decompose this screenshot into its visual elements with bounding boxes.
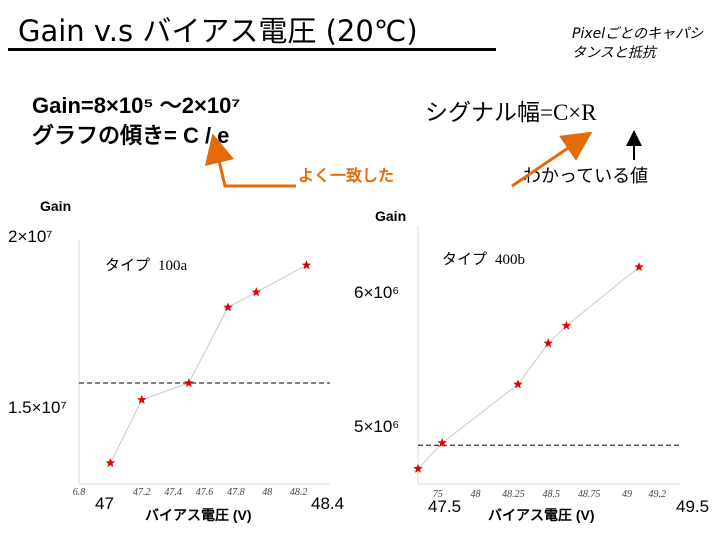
chart-400b-title-prefix: タイプ (442, 250, 487, 268)
pixel-capacitance-note: Pixelごとのキャパシタンスと抵抗 (572, 26, 703, 61)
chart-400b-xtick-label: 75 (433, 489, 443, 500)
chart-100a-xtick-label: 47.2 (133, 487, 151, 498)
known-value-text: わかっている値 (523, 166, 649, 187)
signal-width-formula: シグナル幅=C×R (425, 93, 597, 127)
chart-400b-title: タイプ 400b (442, 250, 525, 268)
chart-100a-xtick-label: 47.4 (164, 487, 182, 498)
chart-400b-ytick-ref: 5×10⁶ (354, 417, 399, 436)
chart-100a: 6.8 47.2 47.4 47.6 47.8 48 48.2 Gain 2×10⁷ 1.5… (8, 198, 344, 523)
chart-100a-xtick-label: 48.2 (290, 487, 308, 498)
chart-400b: 75 48 48.25 48.5 48.75 49 49.2 Gain 6×10⁶ 5×10… (354, 208, 709, 523)
slope-text: グラフの傾き= C / e (32, 123, 230, 148)
chart-100a-point (105, 457, 116, 468)
chart-400b-series-line (417, 266, 640, 470)
chart-100a-title-code: 100a (158, 258, 188, 274)
chart-100a-xtick-right: 48.4 (311, 494, 344, 513)
chart-400b-xlabel: バイアス電圧 (V) (488, 507, 595, 523)
chart-400b-xtick-right: 49.5 (676, 497, 709, 516)
chart-100a-ytick-ref: 1.5×10⁷ (8, 398, 67, 417)
chart-400b-xtick-label: 48.25 (502, 489, 525, 500)
page-title: Gain v.s バイアス電圧 (20℃) (18, 14, 418, 48)
chart-400b-xtick-label: 49.2 (649, 489, 667, 500)
chart-400b-point (561, 320, 572, 330)
chart-100a-xtick-left: 47 (95, 494, 114, 513)
chart-400b-xtick-left: 47.5 (428, 497, 461, 516)
chart-100a-point (223, 302, 233, 312)
chart-400b-point (634, 262, 644, 272)
signal-width-expression: =C×R (540, 100, 597, 125)
agreement-arrow-right (511, 131, 593, 188)
chart-400b-ytick-top: 6×10⁶ (354, 283, 399, 302)
chart-100a-series-line (109, 264, 307, 464)
chart-400b-point (513, 379, 523, 389)
title-underline (8, 48, 496, 51)
chart-100a-xtick-label: 47.8 (227, 487, 245, 498)
chart-100a-point (301, 260, 312, 270)
agreement-arrow-left (204, 133, 296, 188)
chart-100a-point (184, 378, 194, 388)
chart-100a-xtick-label: 6.8 (73, 487, 86, 498)
chart-400b-xtick-label: 48.75 (578, 489, 601, 500)
chart-100a-xtick-label: 47.6 (196, 487, 214, 498)
agreement-text: よく一致した (298, 166, 395, 185)
chart-100a-title: タイプ 100a (105, 256, 188, 274)
chart-400b-xtick-label: 49 (622, 489, 632, 500)
chart-400b-title-code: 400b (495, 252, 525, 268)
chart-400b-xtick-label: 48 (471, 489, 481, 500)
chart-100a-title-prefix: タイプ (105, 256, 150, 274)
chart-100a-ytick-top: 2×10⁷ (8, 227, 52, 246)
chart-100a-xtick-label: 48 (262, 487, 272, 498)
chart-100a-ylabel: Gain (40, 198, 71, 214)
chart-400b-point (413, 463, 423, 473)
chart-100a-point (136, 394, 147, 404)
chart-100a-point (251, 287, 262, 297)
chart-400b-point (437, 437, 447, 447)
chart-100a-xlabel: バイアス電圧 (V) (145, 507, 252, 523)
signal-width-label: シグナル幅 (425, 100, 540, 126)
gain-range-text: Gain=8×10⁵ ～2×10⁷ (32, 93, 241, 118)
chart-400b-ylabel: Gain (375, 208, 406, 224)
chart-400b-point (543, 338, 553, 348)
chart-400b-xtick-label: 48.5 (543, 489, 561, 500)
